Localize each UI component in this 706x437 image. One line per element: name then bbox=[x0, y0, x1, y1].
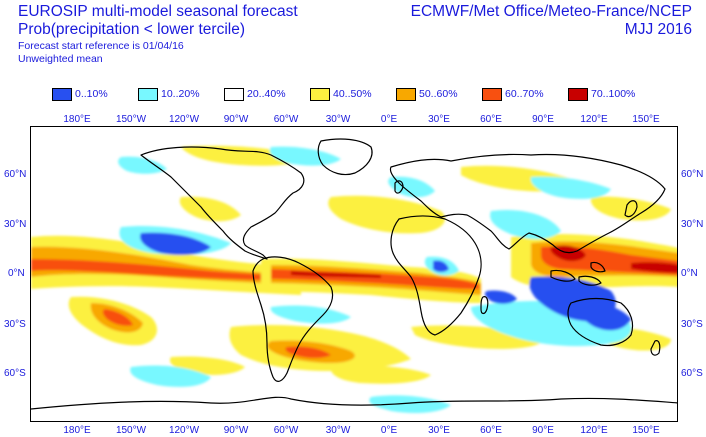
lon-label-top: 150°E bbox=[632, 114, 660, 125]
lon-label-top: 30°W bbox=[325, 114, 351, 125]
lat-label-right: 30°N bbox=[681, 219, 704, 230]
field-40-50 bbox=[330, 365, 431, 384]
field-0-10 bbox=[433, 260, 449, 272]
legend-swatch bbox=[568, 88, 588, 101]
field-70-100 bbox=[291, 271, 381, 278]
lon-label-bottom: 0°E bbox=[380, 425, 398, 436]
coastline-africa bbox=[390, 215, 482, 336]
lon-label-bottom: 30°E bbox=[428, 425, 450, 436]
legend-swatch bbox=[138, 88, 158, 101]
lon-label-top: 120°W bbox=[168, 114, 200, 125]
lat-label-right: 60°S bbox=[681, 368, 703, 379]
lon-label-bottom: 60°W bbox=[273, 425, 299, 436]
field-10-20 bbox=[270, 305, 351, 324]
lon-label-bottom: 180°E bbox=[63, 425, 91, 436]
lon-label-top: 90°E bbox=[532, 114, 554, 125]
legend-label: 40..50% bbox=[333, 88, 372, 100]
legend-swatch bbox=[224, 88, 244, 101]
lon-label-top: 30°E bbox=[428, 114, 450, 125]
field-10-20 bbox=[269, 146, 341, 166]
field-10-20 bbox=[530, 176, 611, 199]
field-0-10 bbox=[579, 302, 631, 331]
coastline-eurasia bbox=[389, 153, 666, 254]
centres-label: ECMWF/Met Office/Meteo-France/NCEP bbox=[410, 3, 692, 20]
lat-label-left: 30°N bbox=[4, 219, 27, 230]
coastline-australia bbox=[567, 297, 634, 347]
coastline-indonesia bbox=[550, 261, 606, 286]
forecast-reference: Forecast start reference is 01/04/16 bbox=[18, 40, 184, 52]
lon-label-top: 120°E bbox=[580, 114, 608, 125]
season-label: MJJ 2016 bbox=[624, 21, 692, 38]
field-40-50 bbox=[328, 195, 445, 234]
lat-label-right: 60°N bbox=[681, 169, 704, 180]
legend-label: 50..60% bbox=[419, 88, 458, 100]
field-60-70 bbox=[31, 259, 301, 281]
legend-label: 0..10% bbox=[75, 88, 108, 100]
lat-label-right: 0°N bbox=[681, 268, 698, 279]
lon-label-top: 60°W bbox=[273, 114, 299, 125]
world-map bbox=[30, 126, 678, 422]
lon-label-top: 60°E bbox=[480, 114, 502, 125]
coastline-south-america bbox=[252, 256, 334, 382]
coastline-greenland bbox=[317, 138, 373, 176]
legend-label: 20..40% bbox=[247, 88, 286, 100]
legend-swatch bbox=[396, 88, 416, 101]
lat-label-left: 30°S bbox=[4, 319, 26, 330]
weighting-note: Unweighted mean bbox=[18, 53, 103, 65]
legend-label: 10..20% bbox=[161, 88, 200, 100]
field-10-20 bbox=[130, 365, 211, 387]
field-0-10 bbox=[484, 290, 517, 304]
legend-label: 70..100% bbox=[591, 88, 636, 100]
lon-label-bottom: 90°W bbox=[223, 425, 249, 436]
legend-label: 60..70% bbox=[505, 88, 544, 100]
lat-label-left: 0°N bbox=[8, 268, 25, 279]
lat-label-right: 30°S bbox=[681, 319, 703, 330]
coastline-antarctica bbox=[31, 396, 677, 410]
coastline-madagascar bbox=[480, 296, 489, 315]
field-40-50 bbox=[179, 196, 241, 222]
lon-label-bottom: 60°E bbox=[480, 425, 502, 436]
legend-swatch bbox=[482, 88, 502, 101]
legend-swatch bbox=[52, 88, 72, 101]
lon-label-bottom: 120°W bbox=[168, 425, 200, 436]
field-10-20 bbox=[369, 395, 451, 413]
lon-label-bottom: 150°E bbox=[632, 425, 660, 436]
field-10-20 bbox=[490, 209, 561, 240]
lat-label-left: 60°S bbox=[4, 368, 26, 379]
coastline-uk bbox=[394, 180, 404, 194]
field-10-20 bbox=[118, 156, 167, 174]
lon-label-bottom: 30°W bbox=[325, 425, 351, 436]
title-block: EUROSIP multi-model seasonal forecast Pr… bbox=[18, 3, 298, 66]
map-canvas bbox=[31, 138, 677, 413]
lat-label-left: 60°N bbox=[4, 169, 27, 180]
field-60-70 bbox=[102, 309, 133, 326]
lon-label-bottom: 90°E bbox=[532, 425, 554, 436]
coastline-north-america bbox=[140, 146, 305, 260]
lon-label-top: 150°W bbox=[115, 114, 147, 125]
lon-label-top: 180°E bbox=[63, 114, 91, 125]
field-0-10 bbox=[140, 232, 211, 255]
legend-swatch bbox=[310, 88, 330, 101]
chart-subtitle: Prob(precipitation < lower tercile) bbox=[18, 21, 245, 38]
field-70-100 bbox=[631, 262, 677, 273]
field-40-50 bbox=[590, 196, 671, 221]
lon-label-bottom: 120°E bbox=[580, 425, 608, 436]
coastline-japan bbox=[624, 200, 638, 218]
coastline-new-zealand bbox=[650, 340, 661, 356]
title-right-block: ECMWF/Met Office/Meteo-France/NCEP MJJ 2… bbox=[411, 3, 692, 39]
lon-label-top: 90°W bbox=[223, 114, 249, 125]
lon-label-top: 0°E bbox=[380, 114, 398, 125]
chart-title: EUROSIP multi-model seasonal forecast bbox=[18, 3, 298, 20]
coastlines bbox=[31, 138, 677, 410]
probability-field bbox=[31, 145, 677, 413]
lon-label-bottom: 150°W bbox=[115, 425, 147, 436]
